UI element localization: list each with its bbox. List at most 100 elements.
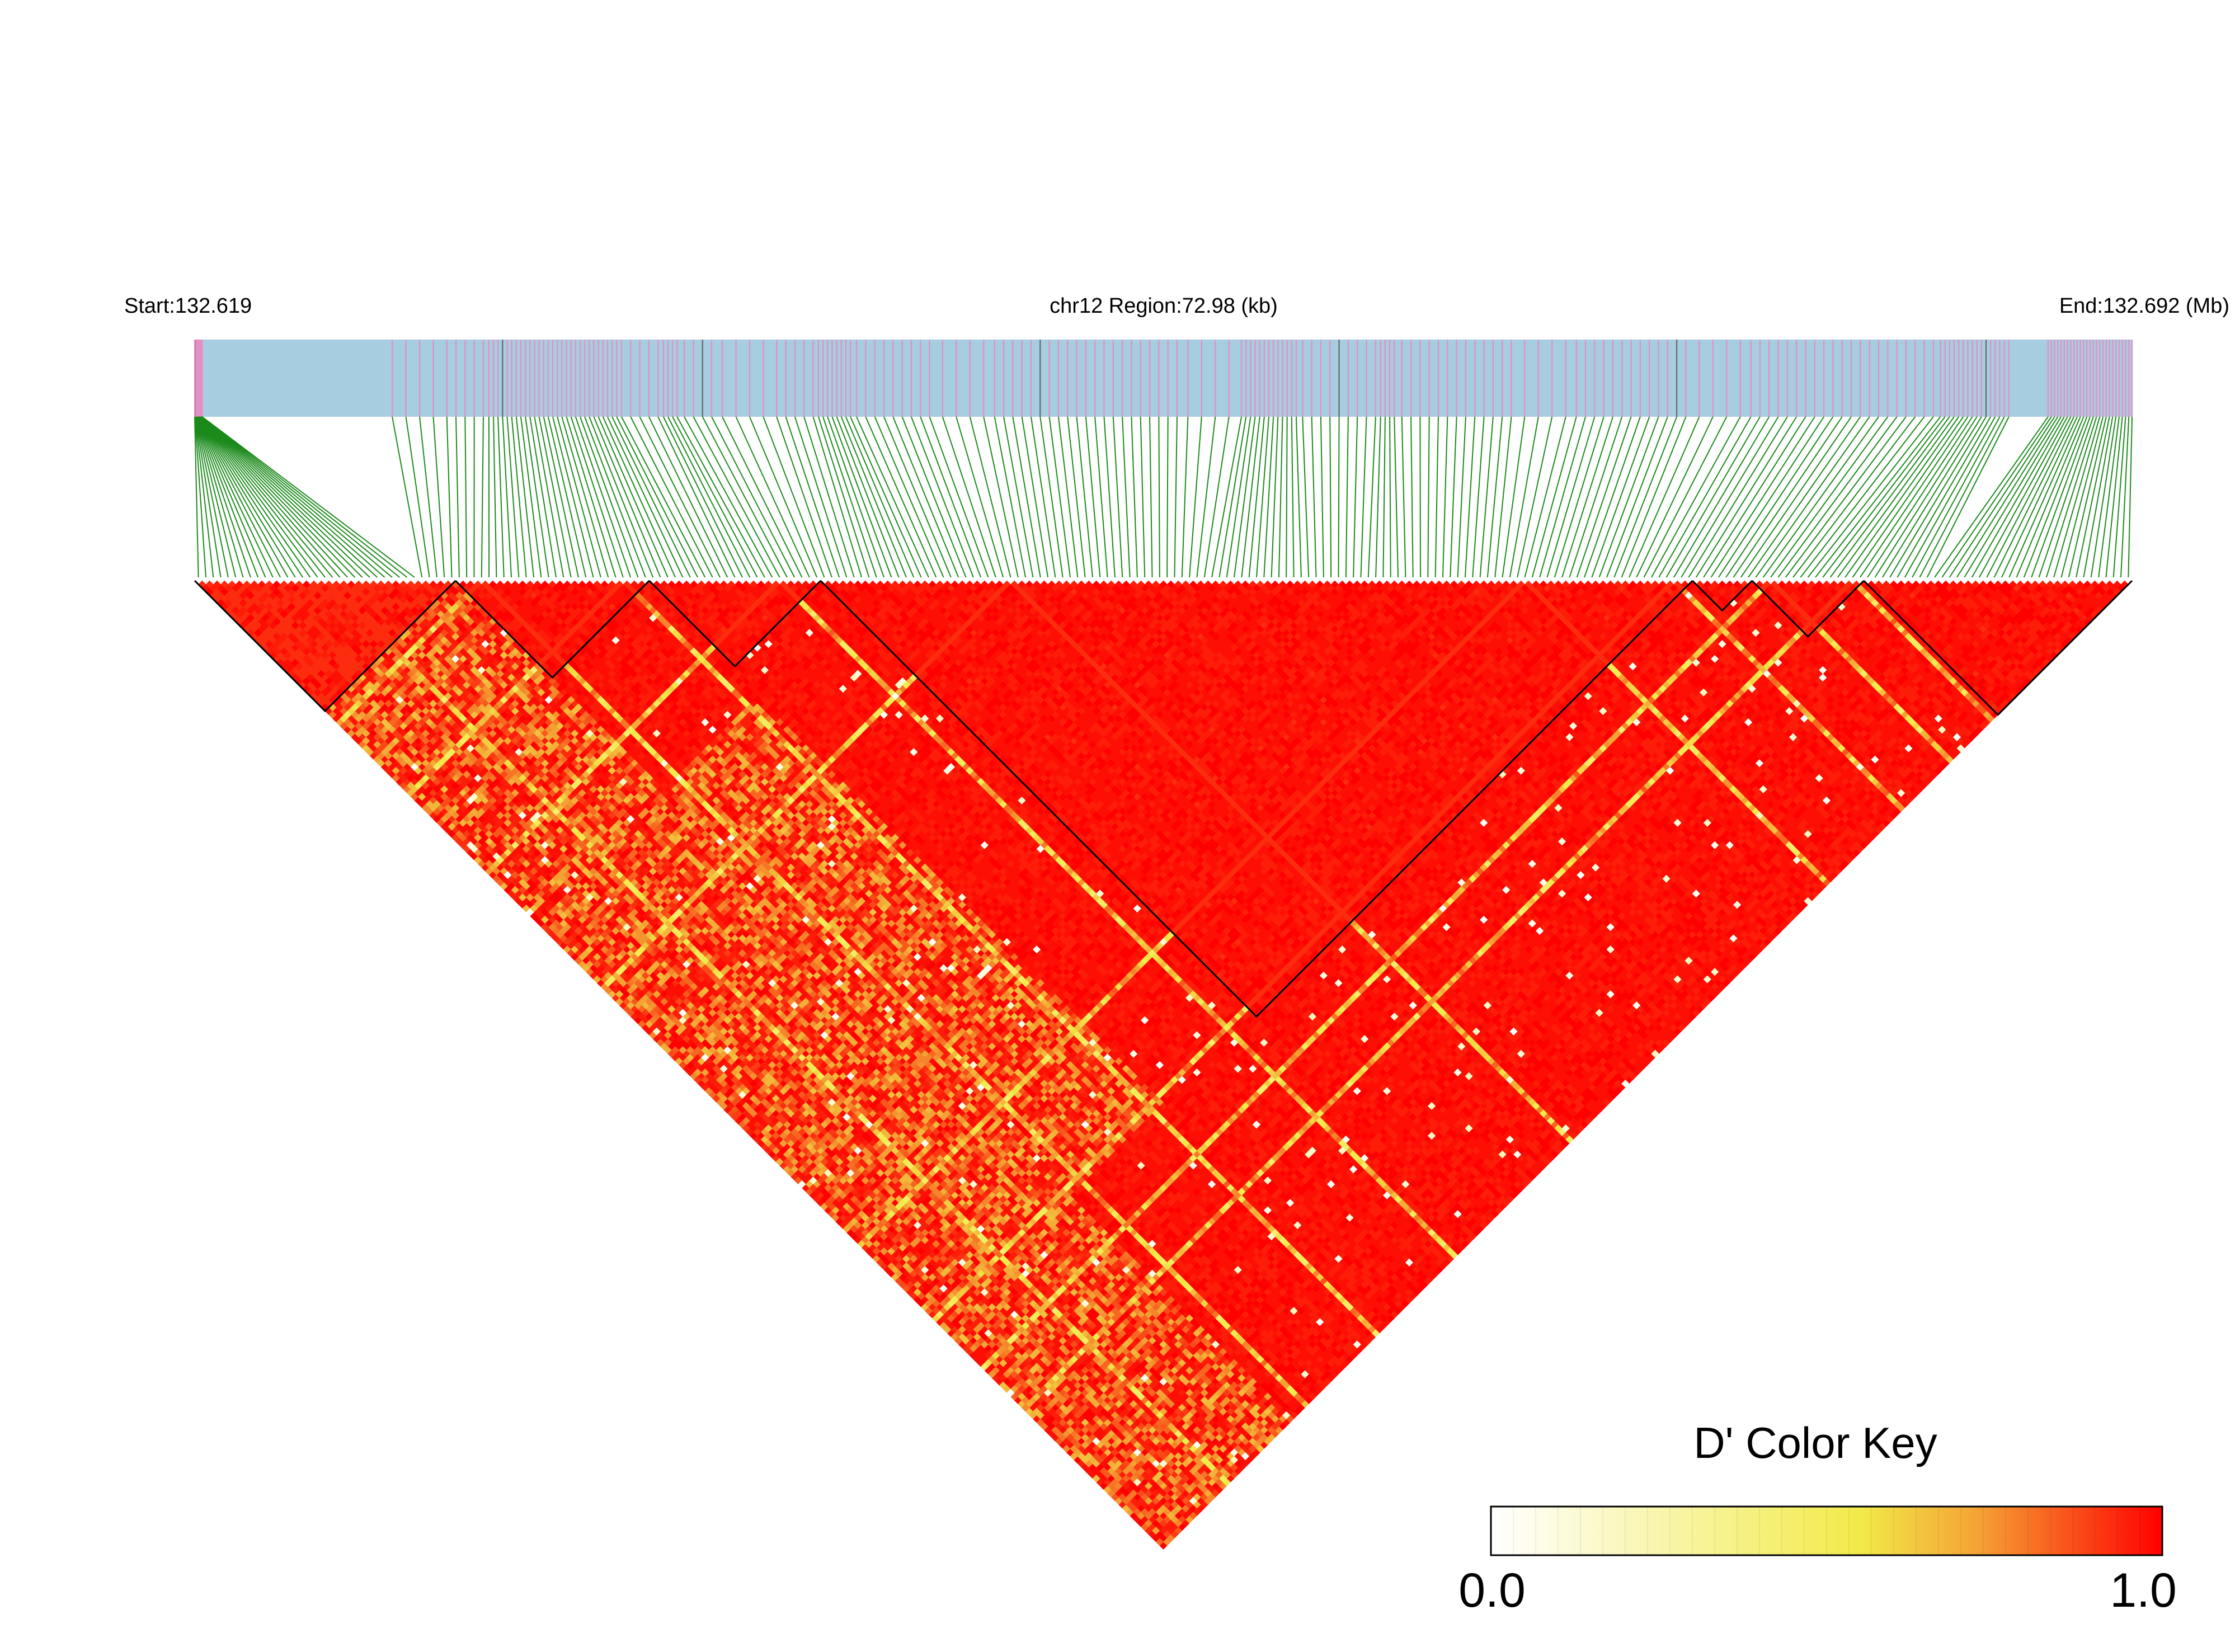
snp-connector — [1149, 416, 1153, 578]
snp-connector — [552, 416, 594, 578]
snp-connector — [1345, 416, 1349, 578]
snp-connector — [195, 416, 229, 578]
snp-connector — [2008, 416, 2081, 578]
snp-connector — [493, 416, 497, 578]
snp-connector — [1278, 416, 1283, 578]
snp-connector — [1569, 416, 1623, 578]
snp-connector — [1076, 416, 1093, 578]
snp-connector — [1302, 416, 1310, 578]
snp-connector — [630, 416, 713, 578]
snp-connector — [827, 416, 884, 578]
snp-connector — [597, 416, 669, 578]
snp-connector — [1949, 416, 2055, 578]
snp-connector — [1867, 416, 1973, 578]
snp-connector — [812, 416, 863, 578]
snp-connector — [1434, 416, 1439, 578]
snp-connector — [1576, 416, 1632, 578]
snp-connector — [883, 416, 952, 578]
snp-connector — [1665, 416, 1761, 578]
snp-connector — [1934, 416, 2049, 578]
snp-connector — [1792, 416, 1916, 578]
snp-connector — [722, 416, 803, 578]
snp-connector — [822, 416, 877, 578]
snp-connector — [520, 416, 542, 578]
snp-connector — [1320, 416, 1324, 578]
snp-connector — [1621, 416, 1687, 578]
snp-connector — [1852, 416, 1964, 578]
snp-connector — [2120, 416, 2130, 578]
ld-block-outline — [1751, 580, 1865, 638]
snp-connector — [662, 416, 743, 578]
snp-connector — [580, 416, 639, 578]
color-key: D' Color Key 0.0 1.0 — [1458, 1418, 2177, 1617]
snp-connector — [1636, 416, 1714, 578]
snp-connector — [1718, 416, 1824, 578]
snp-connector — [1822, 416, 1946, 578]
snp-connector — [607, 416, 684, 578]
snp-connector — [749, 416, 818, 578]
ld-block-outline — [648, 580, 821, 668]
snp-connector — [1057, 416, 1079, 578]
snp-connector — [1189, 416, 1202, 578]
snp-connector — [201, 416, 400, 578]
snp-connector — [1442, 416, 1448, 578]
snp-connector — [557, 416, 601, 578]
snp-connector — [194, 416, 214, 578]
snp-connector — [929, 416, 989, 578]
snp-connector — [1286, 416, 1288, 578]
snp-connector — [836, 416, 900, 578]
snp-connector — [497, 416, 505, 578]
ld-block-outline — [194, 580, 457, 713]
snp-connector — [1367, 416, 1376, 578]
color-key-bar — [1490, 1505, 2163, 1556]
snp-connector — [511, 416, 527, 578]
ld-block-outline — [1692, 580, 1753, 612]
ld-cell-group — [351, 599, 1913, 1486]
snp-connector — [1174, 416, 1178, 578]
snp-connector — [506, 416, 520, 578]
color-key-title: D' Color Key — [1693, 1418, 1937, 1467]
snp-connector — [200, 416, 378, 578]
snp-connector — [1629, 416, 1700, 578]
snp-connector — [1464, 416, 1476, 578]
snp-connector — [1255, 416, 1270, 578]
snp-connector — [874, 416, 944, 578]
snp-connector — [1897, 416, 1992, 578]
snp-connector — [1067, 416, 1086, 578]
snp-connector — [2038, 416, 2094, 578]
snp-connector — [197, 416, 289, 578]
snp-connector — [201, 416, 393, 578]
snp-connector — [538, 416, 572, 578]
snp-connector — [196, 416, 266, 578]
snp-connector — [1329, 416, 1332, 578]
snp-connector — [1263, 416, 1274, 578]
snp-connector — [1112, 416, 1123, 578]
ld-cell-group — [529, 674, 1946, 1464]
snp-connector — [1971, 416, 2065, 578]
snp-position-track — [194, 340, 2133, 417]
snp-connector — [1196, 416, 1216, 578]
snp-connector — [1598, 416, 1659, 578]
snp-connector — [1271, 416, 1279, 578]
snp-connector — [1427, 416, 1430, 578]
snp-connector — [566, 416, 617, 578]
snp-connector — [1218, 416, 1247, 578]
snp-connector — [1021, 416, 1049, 578]
snp-connector — [856, 416, 929, 578]
snp-connector — [956, 416, 1004, 578]
snp-connector — [616, 416, 698, 578]
snp-connector — [735, 416, 810, 578]
snp-connector — [195, 416, 222, 578]
snp-connector — [1912, 416, 2001, 578]
snp-connector — [1389, 416, 1391, 578]
snp-connector — [2001, 416, 2078, 578]
ld-cell-group — [470, 666, 1812, 1486]
snp-connector — [2076, 416, 2110, 578]
snp-connector — [1248, 416, 1265, 578]
snp-connector — [1584, 416, 1641, 578]
snp-connector — [2031, 416, 2091, 578]
snp-connector — [1531, 416, 1577, 578]
snp-connector — [196, 416, 251, 578]
snp-connector — [1554, 416, 1605, 578]
snp-connector — [1815, 416, 1941, 578]
